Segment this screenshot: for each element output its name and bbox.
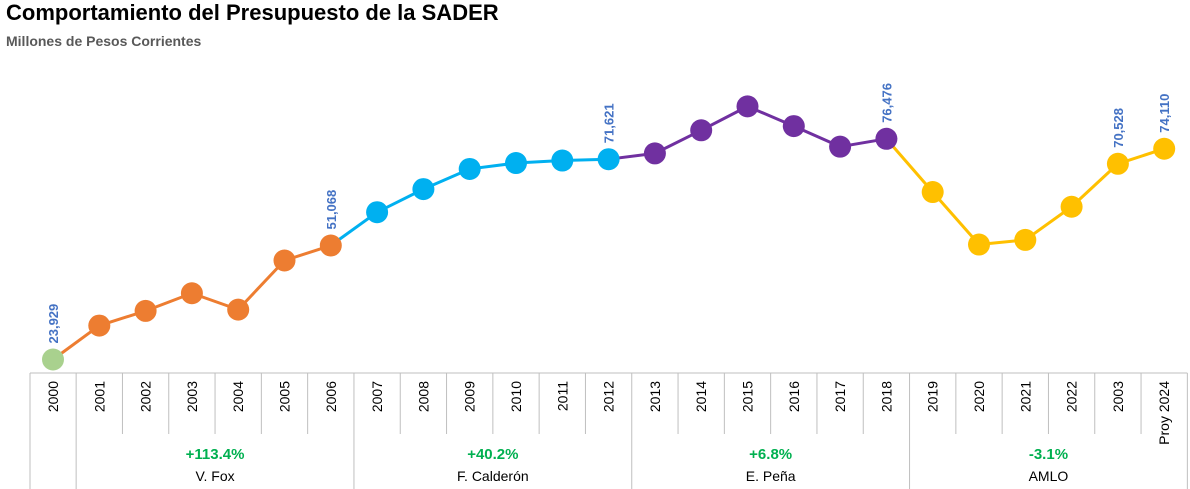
data-point [1014, 228, 1037, 251]
data-point [180, 282, 203, 305]
data-point [88, 314, 111, 337]
data-point [875, 127, 898, 150]
data-point [643, 142, 666, 165]
chart-subtitle: Millones de Pesos Corrientes [6, 33, 202, 49]
tick-label: 2014 [693, 381, 709, 412]
period-change: +40.2% [467, 446, 518, 463]
tick-label: 2001 [91, 381, 107, 412]
data-point [829, 135, 852, 158]
data-point [1106, 152, 1129, 175]
tick-label: 2017 [832, 381, 848, 412]
line-segment [931, 191, 981, 246]
data-point [1153, 137, 1176, 160]
data-point [968, 233, 990, 256]
period-change: -3.1% [1029, 446, 1068, 463]
tick-label: 2013 [647, 381, 663, 412]
data-point [319, 234, 342, 257]
tick-label: 2004 [230, 381, 246, 412]
tick-label: 2003 [1110, 381, 1126, 412]
data-point [736, 95, 759, 118]
tick-label: 2018 [878, 381, 894, 412]
tick-label: 2021 [1017, 381, 1033, 412]
data-label: 23,929 [46, 304, 61, 344]
data-label: 71,621 [602, 103, 617, 143]
data-point [921, 181, 944, 204]
period-change: +6.8% [749, 446, 792, 463]
period-name: E. Peña [746, 468, 796, 484]
tick-label: 2008 [415, 381, 431, 412]
tick-label: 2003 [184, 381, 200, 412]
data-point [366, 201, 389, 224]
data-point [458, 157, 481, 180]
tick-label: 2009 [462, 381, 478, 412]
line-segment [885, 137, 934, 194]
period-name: V. Fox [195, 468, 234, 484]
tick-label: 2010 [508, 381, 524, 412]
tick-label: 2011 [554, 381, 570, 411]
tick-label: Proy 2024 [1156, 381, 1172, 445]
period-name: AMLO [1029, 468, 1069, 484]
data-label: 76,476 [879, 83, 894, 123]
period-name: F. Calderón [457, 468, 529, 484]
tick-label: 2015 [740, 381, 756, 412]
tick-label: 2000 [45, 381, 61, 412]
data-point [273, 249, 296, 272]
tick-label: 2002 [138, 381, 154, 412]
chart-title: Comportamiento del Presupuesto de la SAD… [6, 0, 499, 25]
data-point [782, 115, 805, 138]
tick-label: 2020 [971, 381, 987, 412]
data-point [505, 152, 527, 175]
data-label: 70,528 [1111, 108, 1126, 148]
period-change: +113.4% [186, 446, 245, 463]
data-point [42, 348, 64, 371]
data-point [597, 148, 620, 171]
data-point [412, 178, 435, 201]
data-label: 74,110 [1157, 94, 1172, 133]
data-label: 51,068 [324, 190, 339, 230]
tick-label: 2019 [925, 381, 941, 412]
tick-label: 2012 [601, 381, 617, 412]
tick-label: 2016 [786, 381, 802, 412]
data-point [690, 119, 713, 142]
data-point [134, 299, 157, 322]
data-point [1060, 195, 1083, 218]
tick-label: 2006 [323, 381, 339, 412]
tick-label: 2005 [277, 381, 293, 412]
data-point [551, 149, 574, 172]
tick-label: 2007 [369, 381, 385, 412]
tick-label: 2022 [1064, 381, 1080, 412]
data-point [227, 298, 250, 321]
line-segment [237, 259, 286, 311]
